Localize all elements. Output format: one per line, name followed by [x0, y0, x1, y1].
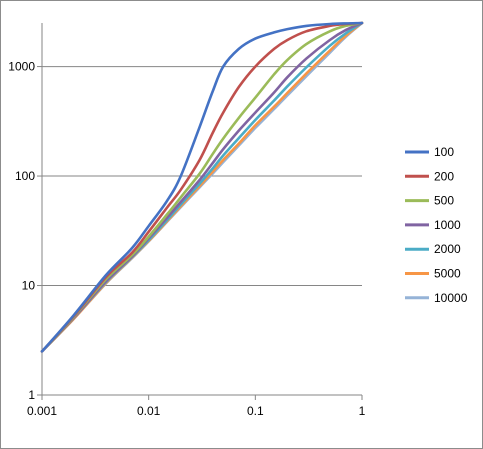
x-tick-label: 1	[359, 404, 366, 418]
y-tick-label: 1000	[8, 60, 35, 74]
legend-label-5000: 5000	[434, 267, 461, 281]
series-line-100	[40, 21, 364, 353]
axes	[37, 23, 363, 400]
legend-label-2000: 2000	[434, 242, 461, 256]
series-line-500	[40, 21, 364, 353]
x-tick-label: 0.001	[27, 404, 57, 418]
y-tick-label: 10	[22, 279, 36, 293]
y-tick-label: 1	[28, 388, 35, 402]
series-line-200	[40, 21, 364, 353]
legend: 100 200 500 1000 2000 5000 10000	[405, 145, 468, 305]
series-line-5000	[40, 21, 364, 353]
series-lines	[40, 21, 364, 353]
x-tick-label: 0.1	[247, 404, 264, 418]
tick-labels: 1 10 100 1000 0.001 0.01 0.1 1	[8, 60, 365, 418]
x-tick-label: 0.01	[137, 404, 161, 418]
legend-label-500: 500	[434, 194, 454, 208]
legend-label-100: 100	[434, 145, 454, 159]
legend-label-200: 200	[434, 169, 454, 183]
legend-label-10000: 10000	[434, 291, 468, 305]
legend-label-1000: 1000	[434, 218, 461, 232]
y-tick-label: 100	[15, 169, 35, 183]
